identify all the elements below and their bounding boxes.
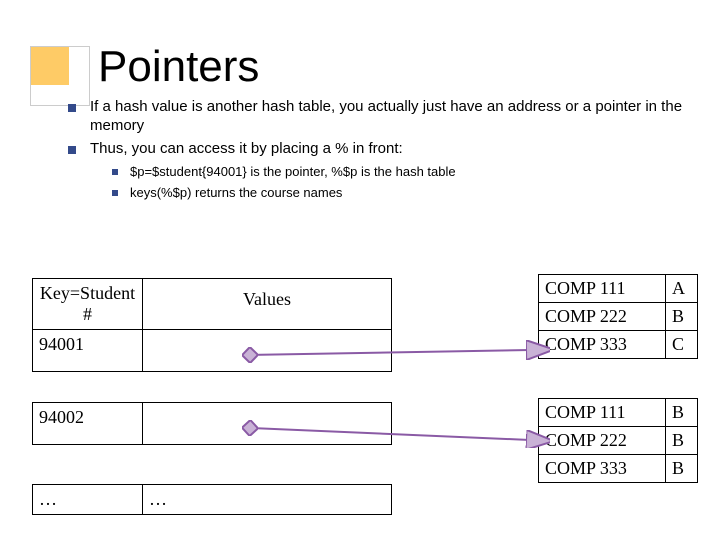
bullet-text: Thus, you can access it by placing a % i… [90, 140, 403, 159]
table-header-values: Values [143, 279, 392, 330]
course-cell: COMP 111 [539, 399, 666, 427]
table-row: … … [33, 485, 392, 515]
bullet-list: If a hash value is another hash table, y… [68, 98, 688, 205]
course-cell: COMP 222 [539, 427, 666, 455]
bullet-square-icon [112, 169, 118, 175]
hash-table-row3: … … [32, 484, 392, 515]
value-table-1: COMP 111A COMP 222B COMP 333C [538, 274, 698, 359]
course-cell: COMP 333 [539, 331, 666, 359]
grade-cell: B [666, 427, 698, 455]
sub-bullet-text: $p=$student{94001} is the pointer, %$p i… [130, 164, 456, 180]
hash-table-row2: 94002 [32, 402, 392, 445]
table-cell-value: … [143, 485, 392, 515]
grade-cell: B [666, 399, 698, 427]
bullet-item: If a hash value is another hash table, y… [68, 98, 688, 136]
grade-cell: B [666, 455, 698, 483]
table-row: COMP 111B [539, 399, 698, 427]
course-cell: COMP 222 [539, 303, 666, 331]
slide-title: Pointers [98, 42, 259, 92]
course-cell: COMP 111 [539, 275, 666, 303]
table-cell-key: 94002 [33, 403, 143, 445]
value-table-2: COMP 111B COMP 222B COMP 333B [538, 398, 698, 483]
title-decoration-fill [31, 47, 69, 85]
bullet-text: If a hash value is another hash table, y… [90, 98, 688, 136]
table-header-key: Key=Student # [33, 279, 143, 330]
table-row: COMP 222B [539, 427, 698, 455]
sub-bullet-list: $p=$student{94001} is the pointer, %$p i… [112, 164, 688, 201]
table-row: 94002 [33, 403, 392, 445]
table-row: COMP 222B [539, 303, 698, 331]
table-cell-value [143, 330, 392, 372]
table-cell-value [143, 403, 392, 445]
table-row: COMP 111A [539, 275, 698, 303]
sub-bullet-text: keys(%$p) returns the course names [130, 185, 342, 201]
hash-table: Key=Student # Values 94001 [32, 278, 392, 372]
course-cell: COMP 333 [539, 455, 666, 483]
table-row: COMP 333B [539, 455, 698, 483]
sub-bullet-item: $p=$student{94001} is the pointer, %$p i… [112, 164, 688, 180]
title-decoration-box [30, 46, 90, 106]
bullet-square-icon [68, 146, 76, 154]
sub-bullet-item: keys(%$p) returns the course names [112, 185, 688, 201]
bullet-square-icon [68, 104, 76, 112]
table-cell-key: … [33, 485, 143, 515]
bullet-square-icon [112, 190, 118, 196]
table-cell-key: 94001 [33, 330, 143, 372]
grade-cell: B [666, 303, 698, 331]
table-row: 94001 [33, 330, 392, 372]
table-header-row: Key=Student # Values [33, 279, 392, 330]
table-row: COMP 333C [539, 331, 698, 359]
grade-cell: A [666, 275, 698, 303]
bullet-item: Thus, you can access it by placing a % i… [68, 140, 688, 159]
slide-title-block: Pointers [30, 28, 259, 106]
grade-cell: C [666, 331, 698, 359]
